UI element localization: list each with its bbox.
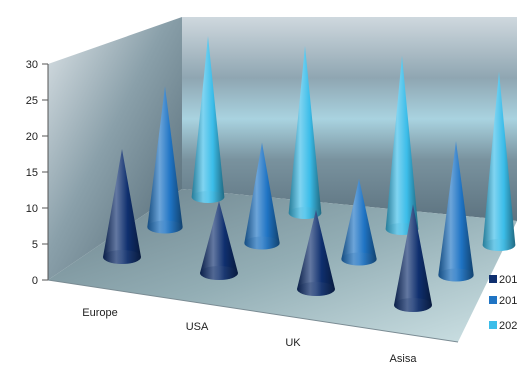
cone-base <box>341 252 377 266</box>
side-wall <box>48 17 182 280</box>
y-tick-label: 15 <box>26 167 38 179</box>
y-tick-label: 30 <box>26 59 38 71</box>
cone-base <box>482 238 516 252</box>
cone-usa-series-2 <box>288 45 322 220</box>
cone-base <box>297 282 335 296</box>
cone-base <box>191 190 225 204</box>
cone-body <box>147 86 183 234</box>
x-category-label: Europe <box>82 307 117 319</box>
cone-body <box>103 149 141 264</box>
cone-europe-series-0 <box>103 149 141 264</box>
cone-body <box>288 45 322 220</box>
legend-label: 201 <box>499 274 517 286</box>
back-wall <box>182 17 517 221</box>
cone-body <box>438 141 474 282</box>
cone-base <box>288 206 322 220</box>
cone-base <box>103 250 141 264</box>
x-category-label: Asisa <box>390 353 418 365</box>
cone-base <box>394 298 432 312</box>
x-axis: Europe USA UK Asisa <box>82 307 417 365</box>
cone-body <box>341 178 377 266</box>
cone-base <box>438 268 474 282</box>
cone-base <box>200 266 238 280</box>
y-tick-label: 5 <box>32 239 38 251</box>
cone-body <box>200 201 238 280</box>
y-axis: 0 5 10 15 20 25 30 <box>26 59 49 287</box>
cone-uk-series-0 <box>297 209 335 296</box>
cone-uk-series-1 <box>341 178 377 266</box>
x-category-label: UK <box>285 337 301 349</box>
legend-label: 202 <box>499 320 517 332</box>
cone-usa-series-0 <box>200 201 238 280</box>
cone-body <box>482 71 516 252</box>
legend-swatch <box>489 296 497 304</box>
cone-asisa-series-1 <box>438 141 474 282</box>
cone-asisa-series-0 <box>394 204 432 312</box>
cone-body <box>191 36 225 204</box>
cone-body <box>385 55 419 236</box>
cone-europe-series-1 <box>147 86 183 234</box>
cone-europe-series-2 <box>191 36 225 204</box>
legend: 201 201 202 <box>489 274 517 332</box>
legend-swatch <box>489 321 497 329</box>
y-tick-label: 20 <box>26 131 38 143</box>
legend-swatch <box>489 275 497 283</box>
cone-body <box>244 142 280 250</box>
cone-asisa-series-2 <box>482 71 516 252</box>
floor-front-edge <box>47 279 459 343</box>
cone-body <box>297 209 335 296</box>
y-tick-label: 0 <box>32 275 38 287</box>
cone-base <box>147 220 183 234</box>
x-category-label: USA <box>186 321 209 333</box>
cone-series-group <box>103 36 516 312</box>
cone-body <box>394 204 432 312</box>
y-tick-label: 10 <box>26 203 38 215</box>
cone-usa-series-1 <box>244 142 280 250</box>
cone-base <box>244 236 280 250</box>
y-tick-label: 25 <box>26 95 38 107</box>
legend-label: 201 <box>499 295 517 307</box>
